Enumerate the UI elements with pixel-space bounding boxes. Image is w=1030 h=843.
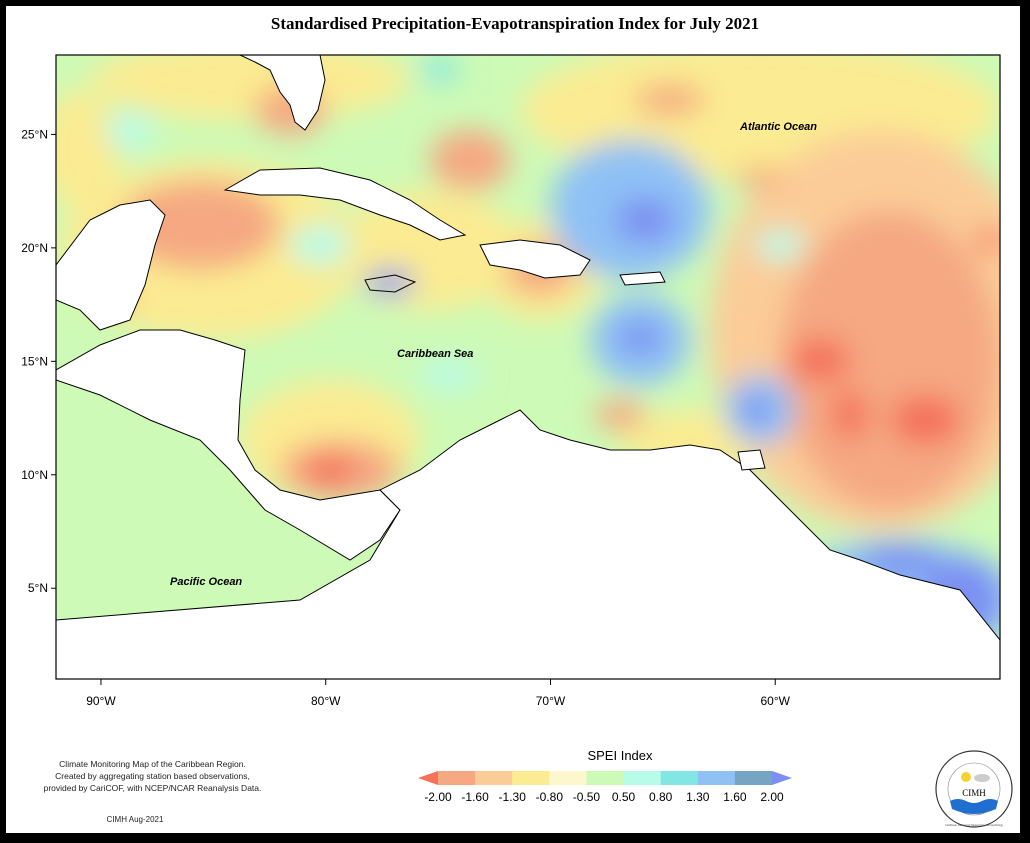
y-axis: 25°N 20°N 15°N 10°N 5°N [21, 127, 56, 595]
legend-break-label: -1.60 [461, 790, 489, 804]
legend-break-label: 1.30 [686, 790, 710, 804]
legend-labels: -2.00 -1.60 -1.30 -0.80 -0.50 0.50 0.80 1.30 1.6… [424, 790, 784, 804]
caribbean-label: Caribbean Sea [397, 348, 473, 360]
sun-icon [961, 772, 971, 782]
legend-swatch [512, 771, 550, 785]
legend-swatch [660, 771, 699, 785]
legend-break-label: 0.50 [612, 790, 636, 804]
info-line-3: provided by CariCOF, with NCEP/NCAR Rean… [43, 783, 262, 793]
legend-break-label: -1.30 [499, 790, 527, 804]
legend-swatch [438, 771, 476, 785]
spei-field [56, 55, 1000, 679]
legend-swatch [697, 771, 736, 785]
logo-text: CIMH [962, 788, 986, 798]
legend-break-label: -0.50 [573, 790, 601, 804]
legend-break-label: 2.00 [760, 790, 784, 804]
info-line-2: Created by aggregating station based obs… [55, 771, 250, 781]
legend-swatch [586, 771, 625, 785]
legend-swatch [549, 771, 587, 785]
x-tick-label: 70°W [536, 694, 566, 708]
legend-swatch [475, 771, 513, 785]
legend-colorbar [418, 771, 792, 785]
waves-icon [950, 799, 998, 814]
credit-text: CIMH Aug-2021 [106, 815, 164, 824]
legend-swatch [734, 771, 773, 785]
x-tick-label: 90°W [86, 694, 116, 708]
legend-break-label: 0.80 [649, 790, 673, 804]
land [56, 55, 1000, 679]
x-axis: 90°W 80°W 70°W 60°W [86, 679, 791, 708]
legend-swatch [418, 771, 438, 785]
legend-break-label: 1.60 [723, 790, 747, 804]
cloud-icon [974, 774, 990, 782]
cimh-logo: CIMH Caribbean Institute for Meteorology… [935, 750, 1013, 828]
atlantic-label: Atlantic Ocean [739, 121, 817, 133]
info-line-1: Climate Monitoring Map of the Caribbean … [59, 759, 246, 769]
y-tick-label: 25°N [21, 127, 48, 141]
y-tick-label: 15°N [21, 354, 48, 368]
y-tick-label: 20°N [21, 241, 48, 255]
legend-break-label: -2.00 [424, 790, 452, 804]
x-tick-label: 80°W [311, 694, 341, 708]
info-text: Climate Monitoring Map of the Caribbean … [20, 758, 285, 794]
y-tick-label: 5°N [28, 581, 48, 595]
map-title: Standardised Precipitation-Evapotranspir… [270, 14, 760, 33]
legend-title: SPEI Index [587, 748, 653, 763]
y-tick-label: 10°N [21, 468, 48, 482]
legend-break-label: -0.80 [536, 790, 564, 804]
legend-swatch [772, 771, 792, 785]
x-tick-label: 60°W [760, 694, 790, 708]
logo-ring-text: Caribbean Institute for Meteorology and … [945, 823, 1004, 827]
legend-swatch [623, 771, 662, 785]
pacific-label: Pacific Ocean [170, 576, 242, 588]
plot-border [55, 54, 1001, 680]
